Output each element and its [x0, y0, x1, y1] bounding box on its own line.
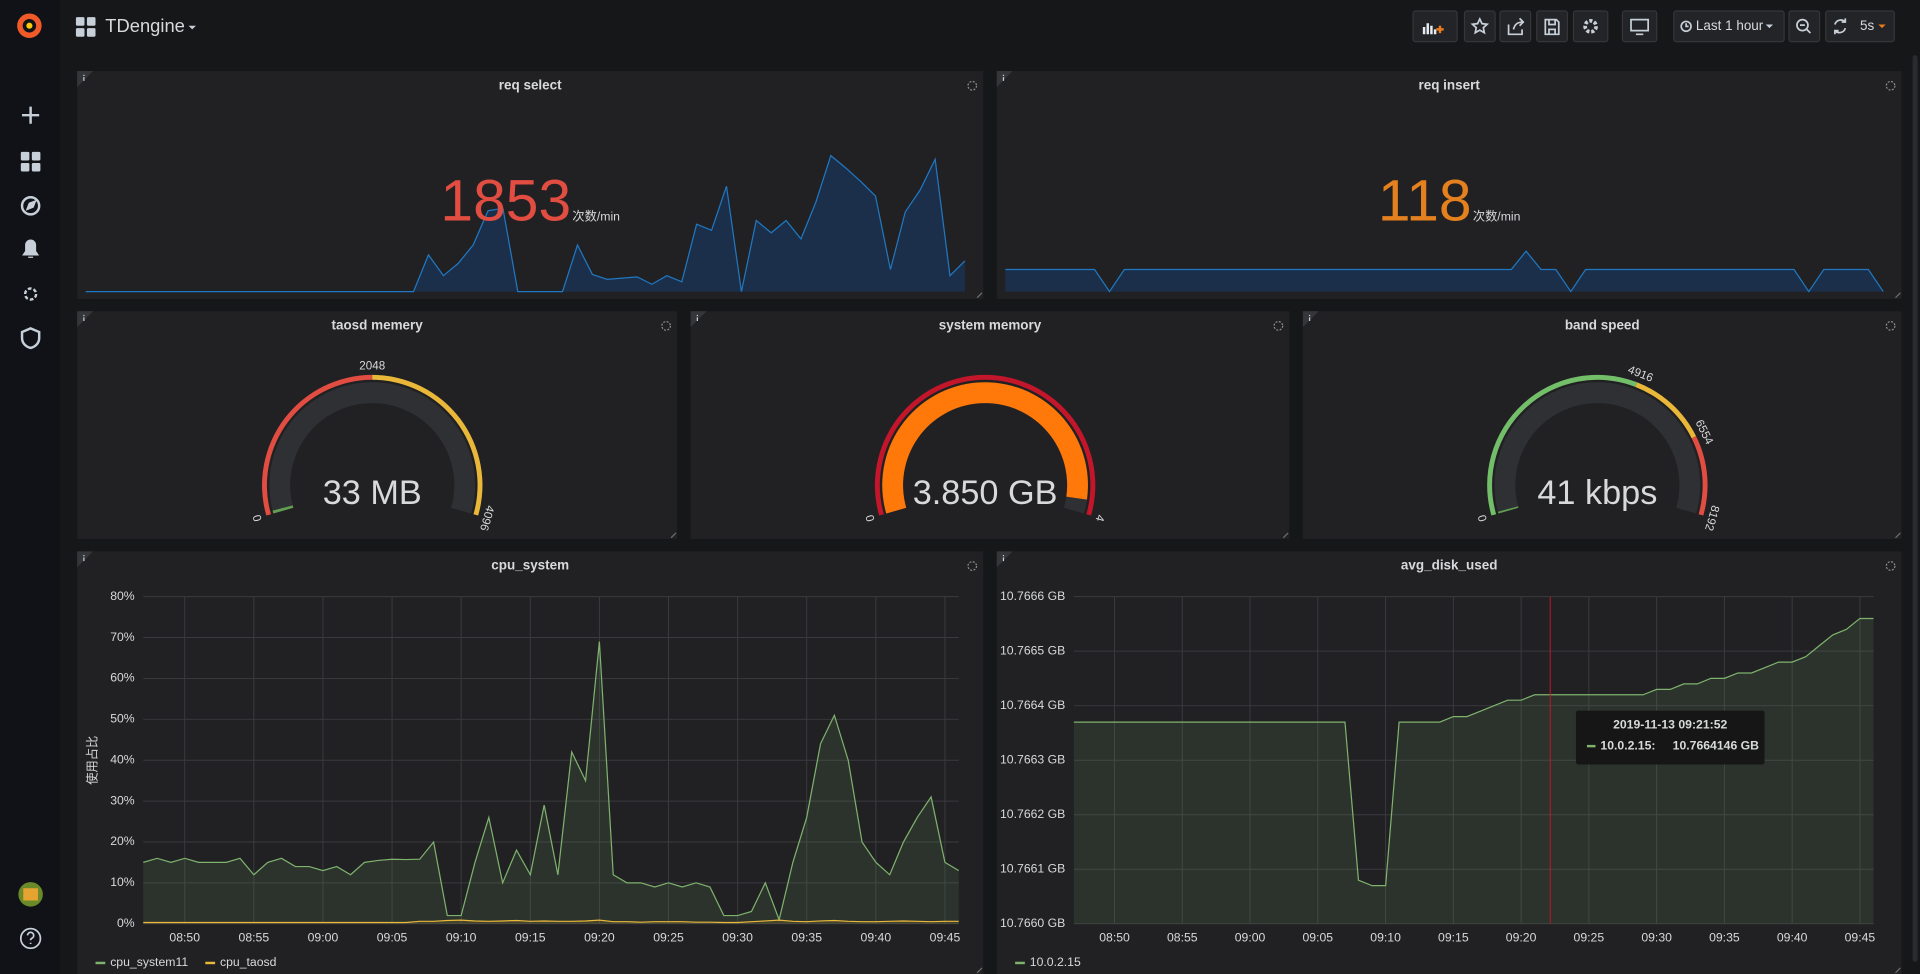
y-tick-label: 80% [110, 589, 135, 603]
icon-square [21, 152, 30, 161]
panel-title[interactable]: req select [499, 77, 562, 92]
stat-number: 1853 [440, 169, 571, 234]
y-tick-label: 10.7663 GB [1000, 752, 1065, 766]
x-tick-label: 08:50 [1099, 931, 1130, 945]
panel-title[interactable]: cpu_system [491, 558, 569, 573]
x-tick-label: 09:35 [1709, 931, 1740, 945]
x-tick-label: 09:05 [1303, 931, 1334, 945]
panel-title[interactable]: avg_disk_used [1401, 558, 1498, 573]
avatar-face [23, 888, 38, 900]
stat-unit: 次数/min [572, 209, 620, 224]
y-tick-label: 10.7660 GB [1000, 916, 1065, 930]
icon-square [32, 152, 41, 161]
sidebar [0, 0, 60, 974]
settings-button[interactable] [1573, 11, 1607, 42]
tooltip-value: 10.7664146 GB [1673, 738, 1760, 752]
panel-title[interactable]: taosd memery [331, 317, 423, 332]
time-range: Last 1 hour [1696, 18, 1764, 33]
y-tick-label: 10% [110, 875, 135, 889]
gauge-tick-label: 2048 [359, 359, 385, 372]
y-tick-label: 10.7665 GB [1000, 643, 1065, 657]
x-tick-label: 09:35 [791, 931, 822, 945]
gauge-value: 41 kbps [1537, 474, 1657, 512]
x-tick-label: 09:30 [722, 931, 753, 945]
icon-square [21, 163, 30, 172]
refresh-interval[interactable]: 5s [1860, 18, 1874, 33]
x-tick-label: 09:10 [1370, 931, 1401, 945]
icon-square [76, 28, 85, 37]
y-tick-label: 10.7664 GB [1000, 698, 1065, 712]
y-tick-label: 0% [117, 916, 135, 930]
icon-square [76, 17, 85, 26]
gauge-value: 3.850 GB [913, 474, 1058, 512]
icon-square [32, 163, 41, 172]
y-tick-label: 10.7661 GB [1000, 861, 1065, 875]
x-tick-label: 09:45 [1845, 931, 1876, 945]
x-tick-label: 09:20 [1506, 931, 1537, 945]
panel-title[interactable]: system memory [939, 317, 1042, 332]
icon-square [87, 17, 96, 26]
y-tick-label: 10.7662 GB [1000, 807, 1065, 821]
y-tick-label: 70% [110, 630, 135, 644]
y-tick-label: 20% [110, 834, 135, 848]
tv-mode-button[interactable] [1622, 11, 1656, 42]
logo-dot [26, 23, 32, 29]
save-button[interactable] [1537, 11, 1568, 42]
legend-label[interactable]: cpu_system11 [110, 955, 188, 969]
x-tick-label: 09:15 [515, 931, 546, 945]
panel-title[interactable]: req insert [1418, 77, 1480, 92]
x-tick-label: 09:15 [1438, 931, 1469, 945]
add-panel-button[interactable] [1413, 11, 1457, 42]
y-tick-label: 40% [110, 752, 135, 766]
x-tick-label: 09:00 [1235, 931, 1266, 945]
y-tick-label: 60% [110, 671, 135, 685]
x-tick-label: 09:40 [861, 931, 892, 945]
x-tick-label: 09:40 [1777, 931, 1808, 945]
x-tick-label: 09:20 [584, 931, 615, 945]
x-tick-label: 09:10 [446, 931, 477, 945]
x-tick-label: 09:45 [930, 931, 961, 945]
tooltip-title: 2019-11-13 09:21:52 [1613, 718, 1727, 732]
stat-unit: 次数/min [1473, 209, 1521, 224]
panel-title[interactable]: band speed [1565, 317, 1640, 332]
x-tick-label: 08:55 [239, 931, 270, 945]
y-tick-label: 30% [110, 793, 135, 807]
tooltip-series: 10.0.2.15: [1600, 738, 1655, 752]
legend-label[interactable]: cpu_taosd [220, 955, 277, 969]
y-axis-label: 使用占比 [84, 736, 99, 785]
scrollbar [1913, 55, 1918, 962]
x-tick-label: 09:25 [1574, 931, 1605, 945]
y-tick-label: 50% [110, 712, 135, 726]
zoom-out-button[interactable] [1789, 11, 1820, 42]
x-tick-label: 09:00 [308, 931, 339, 945]
sidebar-bg [0, 0, 60, 974]
y-tick-label: 10.7666 GB [1000, 589, 1065, 603]
stat-number: 118 [1378, 169, 1472, 234]
x-tick-label: 08:50 [169, 931, 200, 945]
gauge-value: 33 MB [323, 474, 422, 512]
star-button[interactable] [1464, 11, 1495, 42]
x-tick-label: 09:25 [653, 931, 684, 945]
x-tick-label: 08:55 [1167, 931, 1198, 945]
x-tick-label: 09:30 [1641, 931, 1672, 945]
dashboard-title[interactable]: TDengine [105, 15, 185, 36]
x-tick-label: 09:05 [377, 931, 408, 945]
icon-square [87, 28, 96, 37]
legend-label[interactable]: 10.0.2.15 [1030, 955, 1081, 969]
